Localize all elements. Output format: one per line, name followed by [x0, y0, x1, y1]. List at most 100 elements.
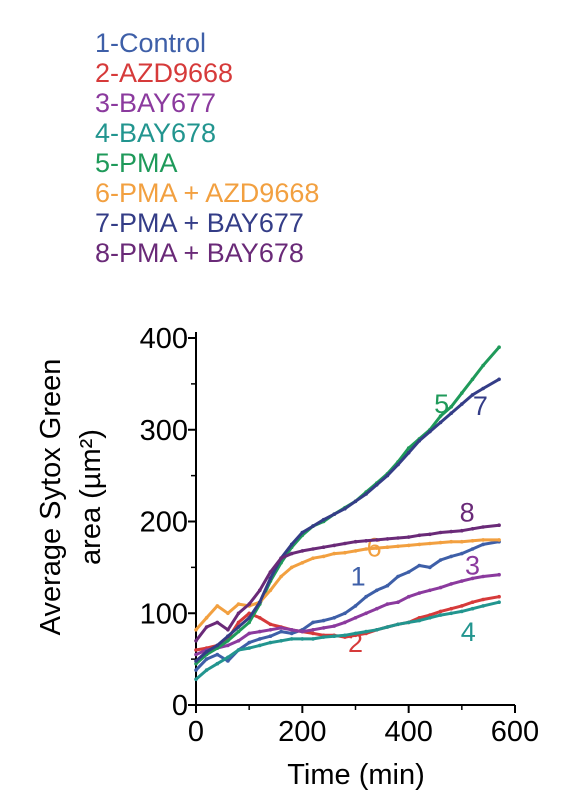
data-point	[289, 551, 294, 556]
data-point	[470, 606, 475, 611]
data-point	[481, 604, 485, 608]
legend-entry: 7-PMA + BAY677	[95, 208, 304, 238]
legend-entry: 4-BAY678	[95, 118, 217, 148]
data-point	[353, 499, 358, 504]
data-point	[460, 539, 464, 544]
data-point	[321, 554, 326, 559]
data-point	[385, 602, 390, 606]
x-tick-label: 0	[188, 716, 204, 748]
y-tick-label: 100	[140, 598, 188, 630]
data-point	[406, 543, 411, 548]
y-tick-label: 400	[140, 323, 188, 355]
data-point	[449, 411, 454, 416]
data-point	[204, 668, 209, 672]
data-point	[481, 525, 485, 529]
data-point	[460, 551, 464, 556]
data-point	[375, 538, 379, 542]
data-point	[428, 616, 432, 620]
data-point	[247, 646, 251, 650]
data-point	[258, 637, 262, 641]
data-point	[353, 539, 358, 544]
data-point	[396, 574, 400, 579]
data-point	[364, 539, 368, 543]
data-point	[364, 492, 368, 496]
data-point	[470, 377, 475, 382]
series-number-label: 8	[460, 498, 475, 528]
x-tick-label: 600	[491, 716, 539, 748]
data-point	[460, 391, 464, 395]
legend-entry: 3-BAY677	[95, 88, 217, 118]
legend-entry: 1-Control	[95, 28, 207, 58]
data-point	[428, 565, 432, 570]
data-point	[438, 414, 443, 418]
data-point	[438, 585, 443, 590]
data-point	[332, 624, 337, 628]
data-point	[300, 561, 305, 565]
data-point	[343, 541, 347, 546]
data-point	[268, 576, 273, 581]
data-point	[204, 650, 209, 654]
y-axis-title-line1: Average Sytox Green	[35, 359, 67, 636]
series-number-label: 6	[367, 532, 382, 562]
data-point	[226, 611, 230, 616]
data-point	[396, 600, 400, 604]
data-point	[417, 618, 422, 623]
data-point	[438, 540, 443, 545]
data-point	[428, 541, 432, 546]
data-point	[300, 629, 305, 634]
data-point	[438, 613, 443, 617]
data-point	[279, 629, 283, 634]
data-point	[481, 574, 485, 579]
series-number-label: 5	[434, 389, 449, 419]
data-point	[311, 524, 315, 528]
data-point	[194, 677, 198, 682]
x-tick-label: 200	[278, 716, 326, 748]
data-point	[215, 620, 220, 625]
data-point	[226, 643, 230, 648]
data-point	[449, 611, 454, 616]
data-point	[194, 668, 198, 672]
series-line-6	[194, 538, 500, 631]
data-point	[375, 588, 379, 593]
data-point	[226, 628, 230, 632]
series-number-label: 4	[461, 617, 476, 647]
data-point	[226, 655, 230, 660]
data-point	[343, 550, 347, 555]
data-point	[268, 628, 273, 632]
data-point	[332, 551, 337, 556]
data-point	[449, 554, 454, 559]
data-point	[194, 648, 198, 652]
data-point	[194, 661, 198, 666]
data-point	[311, 547, 315, 551]
axes: 0 100 200 300 400 0 200 400 600	[140, 323, 540, 748]
data-point	[194, 628, 198, 632]
data-point	[268, 622, 273, 627]
data-point	[497, 572, 501, 577]
data-point	[375, 606, 379, 611]
data-point	[226, 659, 230, 663]
data-point	[428, 532, 432, 537]
data-point	[311, 556, 315, 560]
x-axis-title: Time (min)	[287, 759, 424, 791]
data-point	[364, 594, 368, 599]
data-point	[449, 405, 454, 409]
data-point	[204, 657, 209, 661]
data-point	[497, 377, 501, 382]
data-point	[417, 439, 422, 443]
data-point	[470, 600, 475, 604]
data-point	[332, 543, 337, 548]
data-point	[460, 528, 464, 533]
data-point	[215, 643, 220, 648]
data-point	[321, 618, 326, 623]
data-point	[385, 583, 390, 588]
data-point	[343, 611, 347, 616]
data-point	[449, 529, 454, 534]
data-point	[279, 626, 283, 630]
data-point	[332, 634, 337, 638]
data-point	[321, 635, 326, 639]
data-point	[460, 402, 464, 406]
data-point	[194, 659, 198, 663]
data-point	[289, 565, 294, 570]
data-point	[460, 579, 464, 583]
